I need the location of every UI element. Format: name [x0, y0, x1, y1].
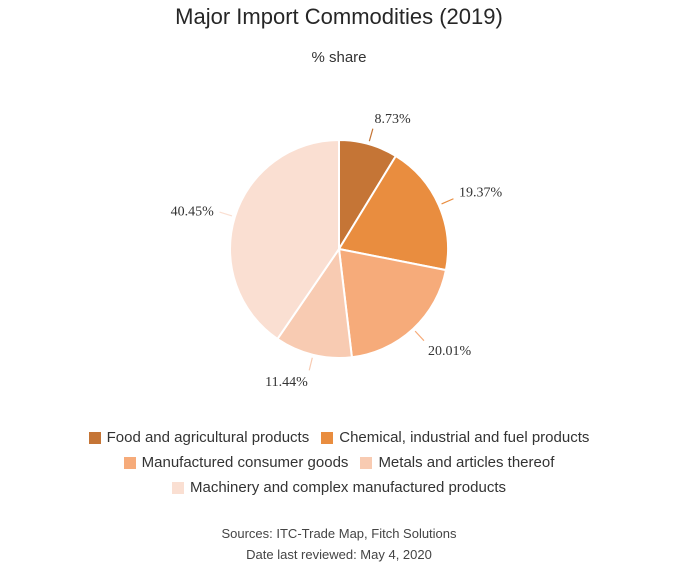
legend-swatch: [172, 481, 184, 494]
sources-note: Sources: ITC-Trade Map, Fitch Solutions: [221, 526, 457, 541]
pie-slice-machinery[interactable]: [229, 138, 340, 341]
chart-subtitle: % share: [311, 49, 367, 66]
legend-row: Manufactured consumer goods Metals and a…: [0, 450, 678, 475]
chart-footer: Sources: ITC-Trade Map, Fitch Solutions …: [0, 523, 678, 565]
legend-item-chemical[interactable]: Chemical, industrial and fuel products: [321, 429, 589, 446]
data-label-machinery: 40.45%: [171, 204, 215, 219]
legend-swatch: [360, 456, 373, 469]
pie-slice-consumer-goods[interactable]: [337, 247, 448, 359]
legend-swatch: [88, 431, 101, 444]
date-reviewed-note: Date last reviewed: May 4, 2020: [246, 547, 432, 562]
pie-slice-metals[interactable]: [276, 246, 354, 359]
legend-label: Manufactured consumer goods: [141, 454, 349, 471]
leader-line: [368, 128, 374, 142]
leader-line: [219, 211, 233, 217]
legend-item-food[interactable]: Food and agricultural products: [88, 429, 310, 446]
leader-line: [414, 330, 425, 342]
data-label-food: 8.73%: [374, 112, 411, 127]
legend-swatch: [321, 431, 334, 444]
chart-legend: Food and agricultural products Chemical,…: [0, 425, 678, 500]
legend-label: Chemical, industrial and fuel products: [339, 429, 590, 446]
data-label-chemical: 19.37%: [459, 185, 503, 200]
legend-row: Food and agricultural products Chemical,…: [0, 425, 678, 450]
legend-item-consumer-goods[interactable]: Manufactured consumer goods: [123, 454, 349, 471]
leader-line: [441, 198, 454, 205]
legend-swatch: [123, 456, 136, 469]
leader-line: [308, 357, 313, 371]
pie-slice-chemical[interactable]: [337, 154, 449, 272]
legend-item-machinery[interactable]: Machinery and complex manufactured produ…: [172, 479, 506, 496]
data-label-consumer-goods: 20.01%: [428, 344, 472, 359]
legend-label: Food and agricultural products: [106, 429, 310, 446]
pie-chart: 8.73% 19.37% 20.01% 11.44% 40.45%: [171, 112, 503, 390]
legend-item-metals[interactable]: Metals and articles thereof: [360, 454, 554, 471]
data-label-metals: 11.44%: [265, 375, 308, 390]
legend-label: Machinery and complex manufactured produ…: [190, 479, 506, 496]
legend-row: Machinery and complex manufactured produ…: [0, 475, 678, 500]
legend-label: Metals and articles thereof: [378, 454, 555, 471]
chart-title: Major Import Commodities (2019): [175, 4, 503, 29]
